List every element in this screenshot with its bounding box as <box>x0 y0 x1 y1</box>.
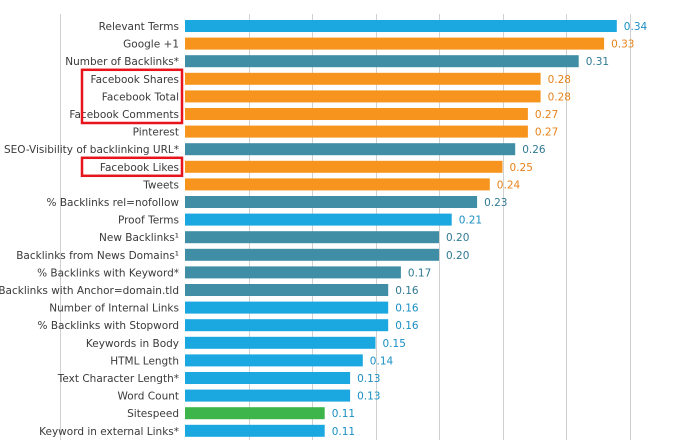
category-label: Sitespeed <box>127 408 179 420</box>
bar <box>185 372 351 384</box>
category-label: Facebook Total <box>102 91 179 103</box>
bar <box>185 213 452 226</box>
bar <box>185 55 579 68</box>
bar <box>185 248 439 261</box>
value-label: 0.28 <box>548 91 571 103</box>
value-label: 0.16 <box>395 303 419 315</box>
value-label: 0.33 <box>611 39 634 51</box>
category-label: Word Count <box>117 391 179 403</box>
bar <box>185 301 389 314</box>
bar <box>185 389 351 402</box>
value-label: 0.31 <box>586 56 609 68</box>
value-label: 0.11 <box>332 408 355 420</box>
category-label: % Backlinks with Stopword <box>38 320 179 332</box>
category-label: Number of Internal Links <box>49 303 179 315</box>
value-label: 0.27 <box>535 109 558 121</box>
category-label: Ø SEO-Visibility of backlinking URL* <box>0 144 179 156</box>
category-label: HTML Length <box>110 355 179 367</box>
category-label: Facebook Comments <box>69 109 179 121</box>
value-label: 0.15 <box>383 338 406 350</box>
bar <box>185 37 605 50</box>
bar <box>185 108 528 120</box>
category-label: Number of Backlinks* <box>65 56 179 68</box>
category-label: Pinterest <box>133 127 179 139</box>
category-label: New Backlinks¹ <box>99 232 179 244</box>
value-label: 0.26 <box>522 144 546 156</box>
value-label: 0.13 <box>357 373 380 385</box>
bar <box>185 72 541 85</box>
value-label: 0.21 <box>459 215 482 227</box>
category-label: Facebook Likes <box>100 162 179 174</box>
value-label: 0.24 <box>497 179 521 191</box>
value-label: 0.20 <box>446 250 469 262</box>
value-label: 0.28 <box>548 74 571 86</box>
bar <box>185 160 503 173</box>
highlight-box <box>80 156 184 178</box>
bar <box>185 319 389 332</box>
value-label: 0.20 <box>446 232 469 244</box>
value-labels: 0.34 0.330.31 0.28 0.28 0.27 0.27 0.26 0.25 0.24… <box>332 21 648 438</box>
value-label: 0.27 <box>535 127 558 139</box>
category-label: % Backlinks rel=nofollow <box>47 197 180 209</box>
category-label: Keywords in Body <box>86 338 179 350</box>
category-label: Google +1 <box>123 39 179 51</box>
bar <box>185 143 516 156</box>
value-label: 0.16 <box>395 285 419 297</box>
bars <box>185 20 617 437</box>
highlight-box <box>80 68 184 125</box>
category-label: Keyword in external Links* <box>39 426 179 438</box>
bar <box>185 90 541 103</box>
value-label: 0.23 <box>484 197 507 209</box>
bar <box>185 354 363 367</box>
value-label: 0.13 <box>357 391 380 403</box>
category-labels: Relevant Terms Google +1 Number of Backlin… <box>0 21 179 438</box>
value-label: 0.17 <box>408 267 431 279</box>
bar <box>185 20 617 32</box>
category-label: Backlinks from News Domains¹ <box>16 250 179 262</box>
category-label: % Backlinks with Anchor=domain.tld <box>0 285 179 297</box>
category-label: Relevant Terms <box>99 21 179 33</box>
value-label: 0.16 <box>395 320 419 332</box>
bar <box>185 266 401 279</box>
value-label: 0.14 <box>370 355 394 367</box>
bar <box>185 178 490 191</box>
bar <box>185 196 478 208</box>
bar <box>185 336 376 349</box>
category-label: Tweets <box>142 179 179 191</box>
highlight-boxes <box>80 68 184 178</box>
bar <box>185 424 325 437</box>
gridlines <box>60 14 631 440</box>
bar <box>185 125 528 138</box>
value-label: 0.34 <box>624 21 648 33</box>
category-label: Facebook Shares <box>91 74 179 86</box>
value-label: 0.25 <box>510 162 533 174</box>
category-label: % Backlinks with Keyword* <box>37 267 179 279</box>
category-label: Text Character Length* <box>57 373 179 385</box>
bar <box>185 407 325 420</box>
bar <box>185 284 389 296</box>
category-label: Proof Terms <box>118 215 179 227</box>
value-label: 0.11 <box>332 426 355 438</box>
bar <box>185 231 439 244</box>
